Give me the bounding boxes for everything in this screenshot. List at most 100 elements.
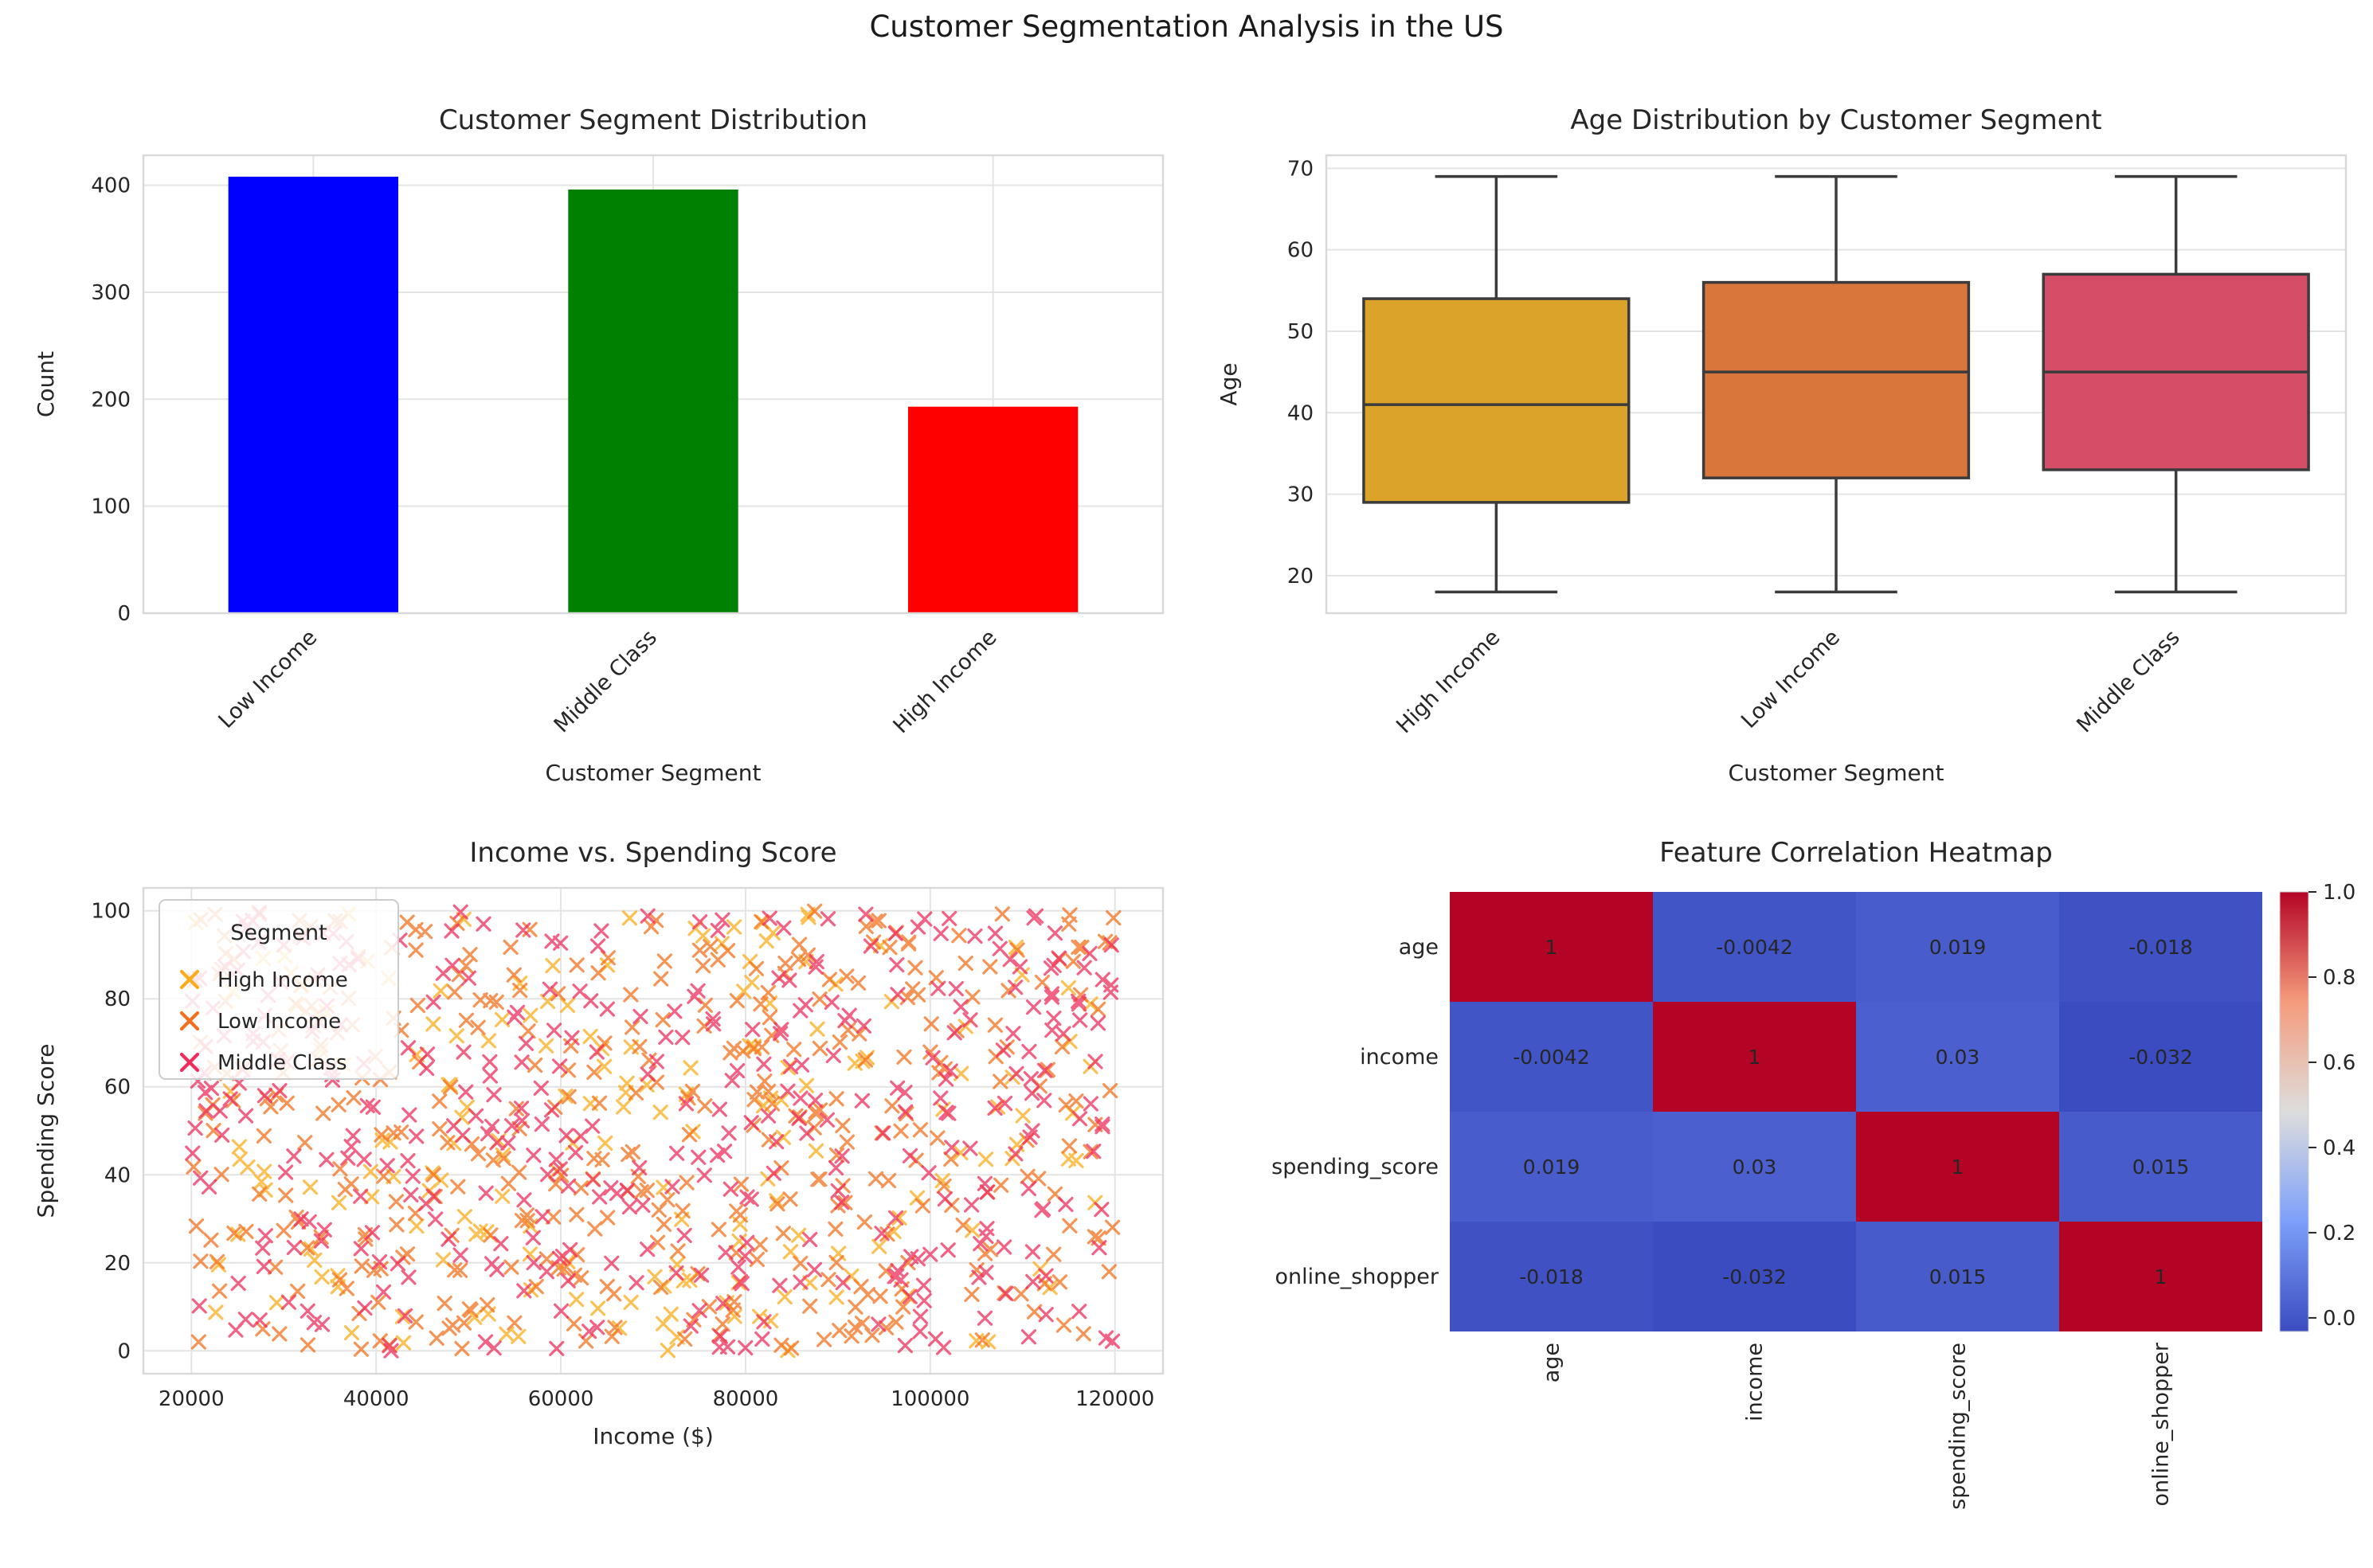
y-tick-label: 100: [91, 495, 131, 519]
y-axis-label: Spending Score: [33, 1044, 59, 1218]
y-tick-label: 60: [104, 1076, 131, 1100]
x-tick-label: 80000: [713, 1387, 779, 1411]
y-axis-label: Count: [33, 351, 59, 417]
heatmap-cell: [1653, 1002, 1856, 1112]
heatmap-cell: [1450, 1002, 1653, 1112]
axes-frame: [142, 154, 1165, 615]
scatter-plot-title: Income vs. Spending Score: [469, 837, 837, 869]
heatmap-cell-value: 0.03: [1733, 1155, 1777, 1179]
heatmap-cell: [1653, 1112, 1856, 1222]
heatmap-cell-value: 0.019: [1523, 1155, 1580, 1179]
y-tick-label: 100: [91, 900, 131, 924]
heatmap-row-label: income: [1360, 1045, 1439, 1069]
legend-label: Low Income: [217, 1010, 341, 1034]
y-tick-label: 60: [1287, 239, 1314, 263]
y-tick-label: 30: [1287, 483, 1314, 507]
panel-bar-chart: Customer Segment Distribution 0 100 200 300…: [20, 92, 1183, 816]
heatmap-cell: [1450, 1222, 1653, 1331]
heatmap-row-label: spending_score: [1271, 1155, 1439, 1179]
legend-label: Middle Class: [217, 1051, 347, 1075]
x-tick-label: 60000: [528, 1387, 594, 1411]
heatmap-cell-value: 1: [1545, 936, 1558, 959]
x-tick-label: Middle Class: [550, 625, 662, 737]
legend: Segment High Income Low Income Middle Class: [159, 899, 399, 1080]
panel-heatmap: Feature Correlation Heatmap 1 -0.0042 0.01…: [1203, 824, 2366, 1561]
y-tick-label: 20: [1287, 565, 1314, 588]
x-tick-label: Middle Class: [2072, 625, 2184, 737]
x-tick-label: 100000: [891, 1387, 969, 1411]
y-tick-label: 200: [91, 388, 131, 412]
colorbar-tick-label: 1.0: [2323, 881, 2355, 905]
y-tick-label: 20: [104, 1252, 131, 1276]
heatmap-cell: [1653, 892, 1856, 1002]
legend-label: High Income: [217, 968, 348, 992]
y-tick-label: 0: [117, 602, 131, 626]
heatmap-cell: [1856, 892, 2059, 1002]
y-tick-label: 0: [117, 1339, 131, 1363]
x-tick-label: High Income: [1392, 625, 1505, 738]
bar-high-income: [908, 406, 1079, 613]
x-tick-label: Low Income: [213, 625, 322, 733]
y-tick-label: 50: [1287, 320, 1314, 344]
colorbar-tick-label: 0.6: [2323, 1051, 2355, 1075]
bar-middle-class: [568, 189, 738, 613]
axes-frame: [142, 886, 1165, 1375]
heatmap-cell-value: -0.018: [2128, 936, 2193, 959]
heatmap-col-label: online_shopper: [2149, 1342, 2174, 1506]
x-tick-label: High Income: [888, 625, 1001, 738]
bar-chart-title: Customer Segment Distribution: [438, 104, 868, 136]
heatmap-cell: [2059, 892, 2262, 1002]
heatmap-cell: [2059, 1112, 2262, 1222]
heatmap-cell-value: -0.032: [2128, 1046, 2193, 1069]
legend-marker-x-icon: [179, 1011, 200, 1031]
figure-title: Customer Segmentation Analysis in the US: [869, 10, 1504, 44]
heatmap-cell-value: -0.0042: [1716, 936, 1793, 959]
heatmap-col-label: age: [1540, 1343, 1564, 1382]
colorbar-tick-label: 0.8: [2323, 966, 2355, 990]
x-axis-label: Customer Segment: [1729, 760, 1944, 786]
heatmap-cell-value: 0.019: [1929, 936, 1987, 959]
x-axis-label: Income ($): [593, 1423, 714, 1449]
heatmap-cell: [1856, 1112, 2059, 1222]
heatmap-cell-value: 0.03: [1936, 1046, 1980, 1069]
colorbar: [2279, 891, 2309, 1332]
heatmap-cell-value: 1: [2155, 1265, 2167, 1288]
y-tick-label: 400: [91, 174, 131, 198]
legend-marker-x-icon: [179, 969, 200, 990]
x-tick-label: 40000: [343, 1387, 409, 1411]
axes-frame: [1325, 154, 2348, 615]
heatmap-title: Feature Correlation Heatmap: [1659, 837, 2053, 869]
heatmap-row-label: age: [1399, 935, 1439, 960]
y-tick-label: 300: [91, 281, 131, 305]
legend-marker-x-icon: [179, 1052, 200, 1073]
box-plot-title: Age Distribution by Customer Segment: [1570, 104, 2102, 136]
scatter-plot: 20000 40000 60000 80000 100000 120000 0 20 40 60 8…: [33, 886, 1165, 1449]
heatmap-cell-value: -0.0042: [1513, 1046, 1590, 1069]
x-axis-label: Customer Segment: [546, 760, 762, 786]
heatmap-cell-value: -0.032: [1722, 1265, 1787, 1288]
colorbar-tick-label: 0.0: [2323, 1307, 2355, 1331]
heatmap-row-label: online_shopper: [1275, 1265, 1439, 1289]
colorbar-tick-label: 0.4: [2323, 1136, 2355, 1160]
heatmap-cell: [1856, 1002, 2059, 1112]
heatmap: 1 -0.0042 0.019 -0.018 -0.0042 1 0.03 -0.032 0.0…: [1271, 881, 2355, 1510]
box-high-income: [1362, 297, 1631, 504]
box-low-income: [1701, 280, 1971, 479]
y-tick-label: 80: [104, 987, 131, 1011]
heatmap-cell: [1653, 1222, 1856, 1331]
x-tick-label: 20000: [159, 1387, 225, 1411]
heatmap-col-label: spending_score: [1946, 1343, 1971, 1510]
heatmap-cell-value: 0.015: [1929, 1265, 1987, 1288]
bar-low-income: [228, 176, 398, 614]
colorbar-tick-label: 0.2: [2323, 1222, 2355, 1245]
heatmap-cell: [1856, 1222, 2059, 1331]
heatmap-cell-value: 1: [1748, 1046, 1761, 1069]
heatmap-cell: [1450, 892, 1653, 1002]
panel-box-plot: Age Distribution by Customer Segment 20 3…: [1203, 92, 2366, 816]
y-axis-label: Age: [1216, 362, 1242, 405]
x-tick-label: Low Income: [1737, 625, 1845, 733]
heatmap-cell-value: -0.018: [1519, 1265, 1584, 1288]
box-plot: 20 30 40 50 60 70 High Income Low Income Middle …: [1216, 154, 2348, 786]
x-tick-label: 120000: [1075, 1387, 1154, 1411]
